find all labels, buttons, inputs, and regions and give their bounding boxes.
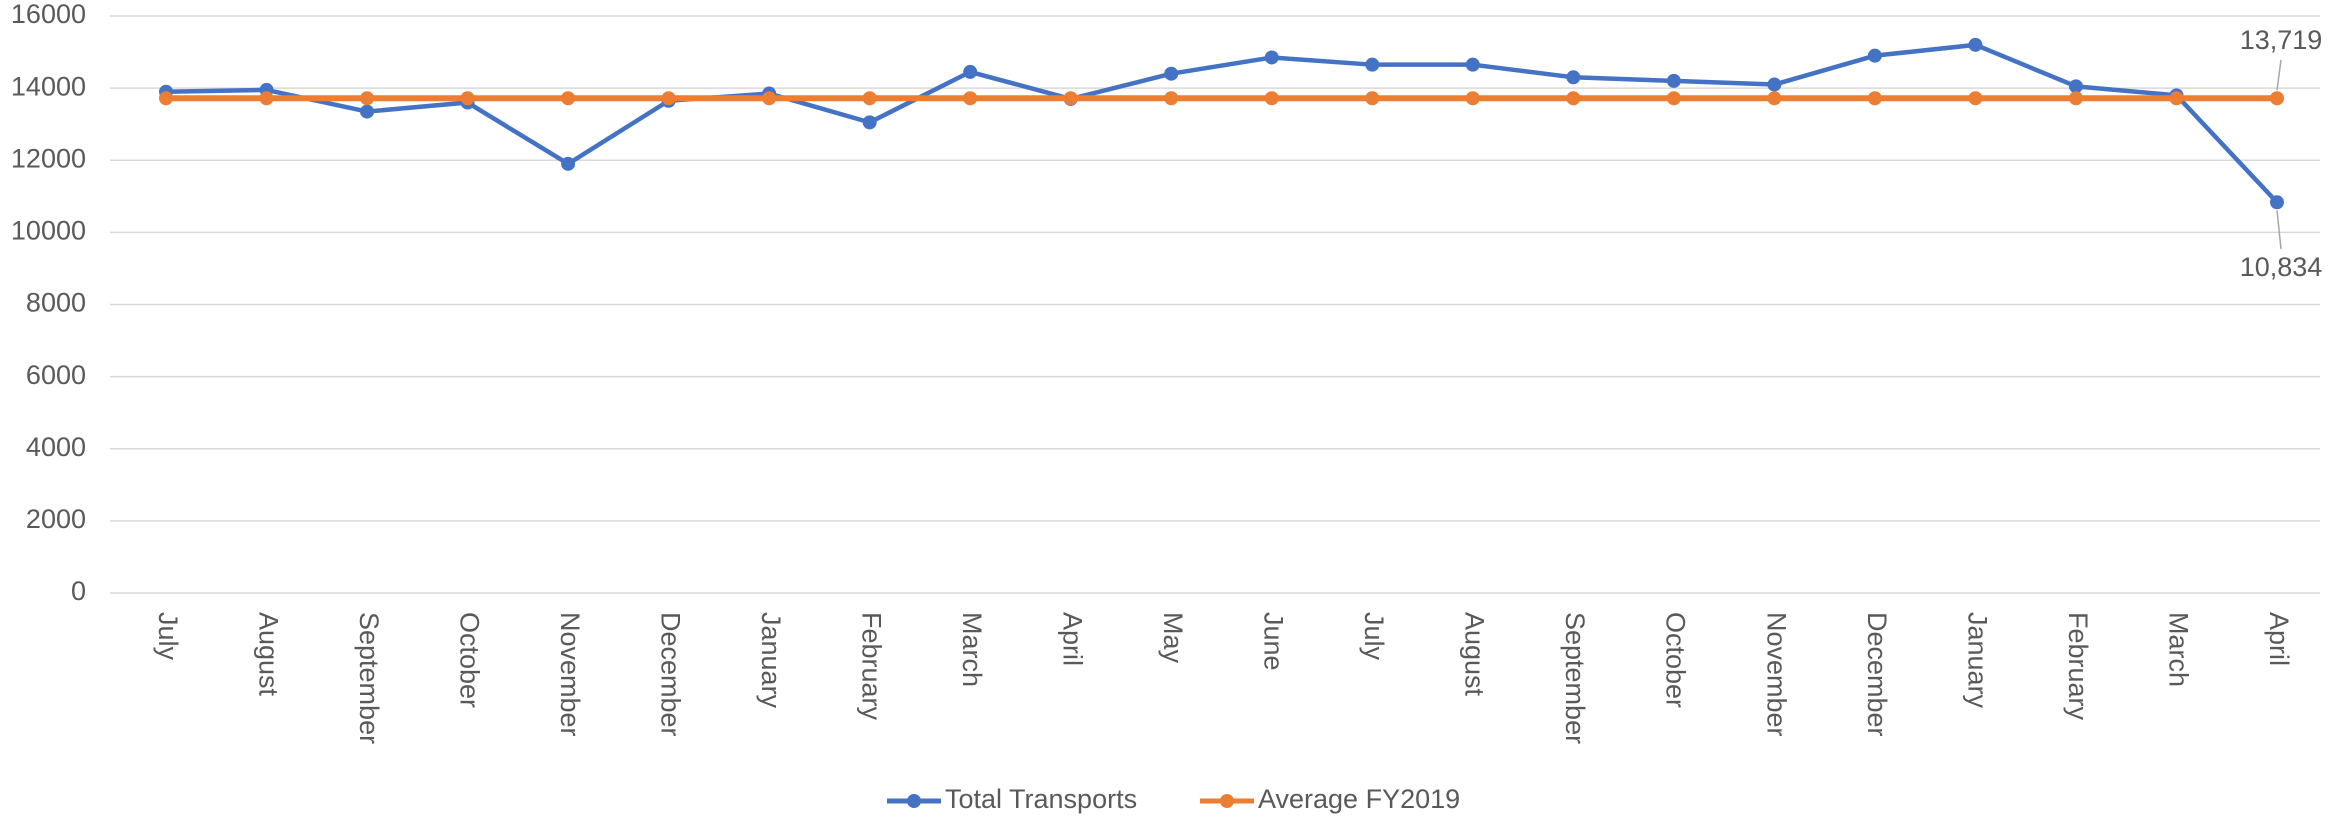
x-tick-label: December (655, 612, 685, 737)
series-marker (2270, 91, 2284, 106)
series-marker (963, 64, 978, 79)
y-tick-label: 12000 (11, 143, 86, 173)
x-tick-label: January (756, 612, 786, 709)
series-marker (1365, 57, 1380, 72)
series-marker (1063, 91, 1078, 106)
x-tick-label: October (454, 612, 484, 708)
series-marker (561, 156, 576, 171)
series-marker (1465, 91, 1480, 106)
series-marker (1767, 91, 1782, 106)
x-tick-label: September (1560, 612, 1590, 744)
x-tick-label: January (1962, 612, 1992, 709)
series-marker (762, 91, 777, 106)
series-marker (460, 91, 475, 106)
y-tick-label: 8000 (26, 288, 86, 318)
y-tick-label: 10000 (11, 216, 86, 246)
x-tick-label: May (1158, 612, 1188, 664)
series-marker (1365, 91, 1380, 106)
x-tick-label: March (957, 612, 987, 687)
series-marker (1264, 50, 1279, 65)
series-marker (1968, 91, 1983, 106)
legend-label: Average FY2019 (1258, 784, 1460, 814)
x-tick-label: July (153, 612, 183, 661)
series-marker (1465, 57, 1480, 72)
series-marker (2270, 195, 2284, 210)
y-tick-label: 2000 (26, 504, 86, 534)
y-tick-label: 6000 (26, 360, 86, 390)
legend-label: Total Transports (945, 784, 1137, 814)
series-marker (1264, 91, 1279, 106)
series-marker (561, 91, 576, 106)
x-tick-label: March (2163, 612, 2193, 687)
series-marker (862, 91, 877, 106)
series-marker (1767, 77, 1782, 92)
x-tick-label: August (1460, 612, 1490, 697)
data-label: 13,719 (2240, 25, 2323, 55)
x-tick-label: September (354, 612, 384, 744)
series-marker (963, 91, 978, 106)
leader-line (2276, 210, 2282, 250)
series-marker (1968, 37, 1983, 52)
x-tick-label: April (1058, 612, 1088, 666)
series-marker (2068, 91, 2083, 106)
legend-item: Total Transports (887, 784, 1137, 814)
series-marker (1566, 70, 1581, 85)
x-tick-label: December (1862, 612, 1892, 737)
series-marker (1666, 73, 1681, 88)
series-marker (2169, 91, 2184, 106)
series-marker (1164, 91, 1179, 106)
series-marker (1164, 66, 1179, 81)
series-marker (360, 104, 375, 119)
series-marker (1867, 48, 1882, 63)
x-tick-label: July (1359, 612, 1389, 661)
leader-line (2276, 59, 2282, 91)
series-marker (259, 91, 274, 106)
x-tick-label: February (2063, 612, 2093, 721)
legend-marker (907, 794, 921, 808)
series-marker (862, 115, 877, 130)
series-marker (661, 91, 676, 106)
series-marker (1566, 91, 1581, 106)
x-tick-label: August (253, 612, 283, 697)
series-line (165, 42, 2279, 204)
series-marker (2068, 79, 2083, 94)
series-marker (1666, 91, 1681, 106)
x-tick-label: November (1761, 612, 1791, 737)
y-tick-label: 0 (71, 576, 86, 606)
series-marker (1867, 91, 1882, 106)
series-marker (360, 91, 375, 106)
x-tick-label: November (555, 612, 585, 737)
y-tick-label: 4000 (26, 432, 86, 462)
x-tick-label: October (1661, 612, 1691, 708)
y-tick-label: 16000 (11, 0, 86, 29)
legend-item: Average FY2019 (1200, 784, 1460, 814)
series-marker (159, 91, 173, 106)
data-label: 10,834 (2240, 252, 2323, 282)
x-tick-label: June (1259, 612, 1289, 671)
x-tick-label: April (2264, 612, 2294, 666)
x-tick-label: February (857, 612, 887, 721)
legend-marker (1220, 794, 1234, 808)
y-tick-label: 14000 (11, 71, 86, 101)
